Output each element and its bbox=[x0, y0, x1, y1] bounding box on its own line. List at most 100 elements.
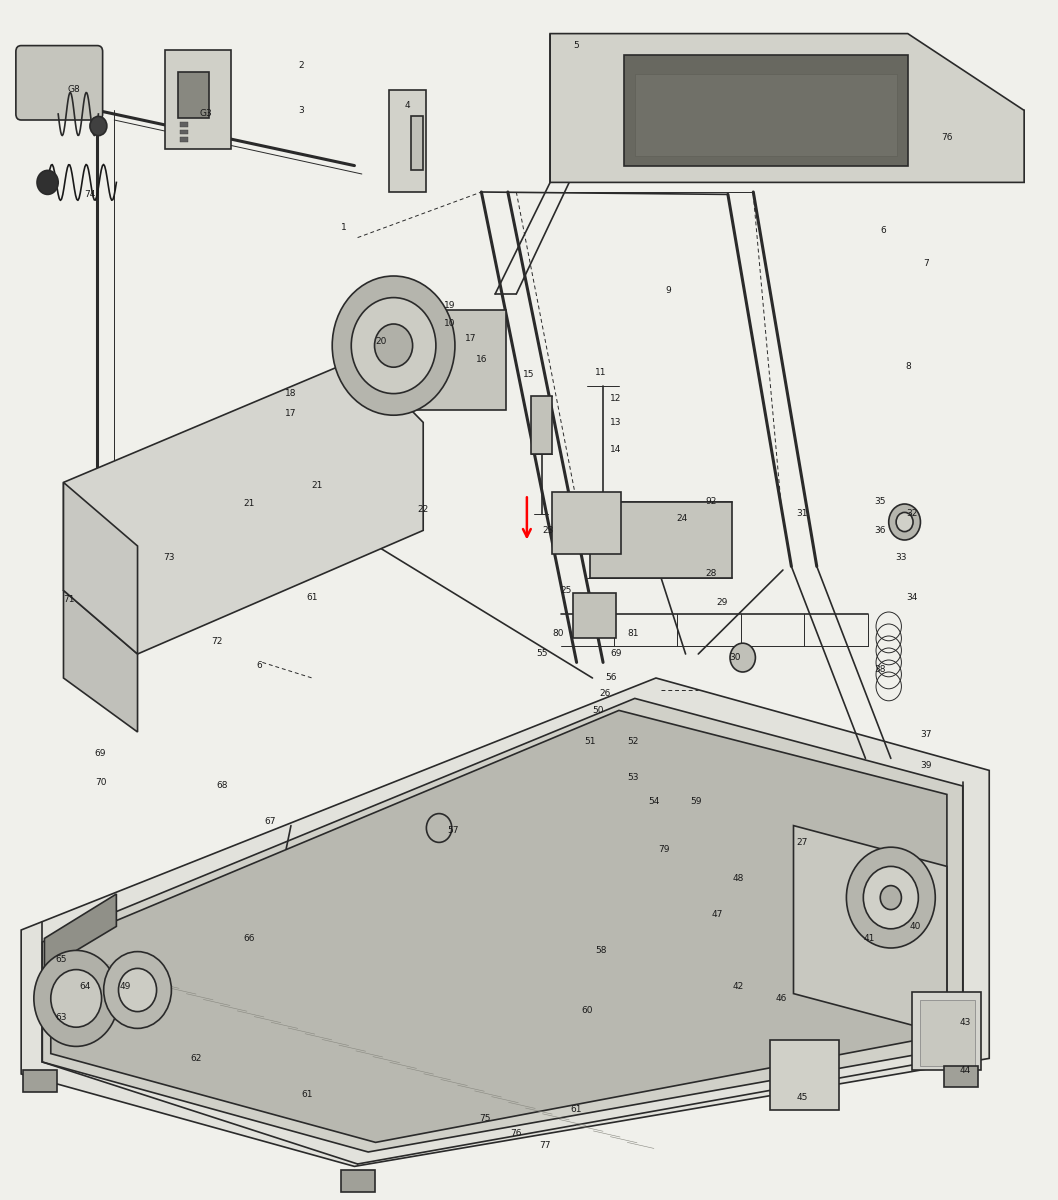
Text: 18: 18 bbox=[286, 389, 296, 398]
Text: 11: 11 bbox=[596, 367, 606, 377]
Text: 39: 39 bbox=[920, 761, 931, 770]
Circle shape bbox=[104, 952, 171, 1028]
Text: G8: G8 bbox=[68, 85, 80, 95]
Text: 45: 45 bbox=[797, 1093, 807, 1103]
Text: 74: 74 bbox=[85, 190, 95, 199]
Text: 14: 14 bbox=[610, 445, 621, 455]
Polygon shape bbox=[42, 698, 963, 1152]
Polygon shape bbox=[21, 678, 989, 1166]
FancyBboxPatch shape bbox=[165, 50, 231, 149]
Text: 77: 77 bbox=[540, 1141, 550, 1151]
Text: 48: 48 bbox=[733, 874, 744, 883]
Text: 57: 57 bbox=[448, 826, 458, 835]
Text: 46: 46 bbox=[776, 994, 786, 1003]
Polygon shape bbox=[63, 358, 423, 654]
Bar bbox=[341, 1170, 375, 1192]
Circle shape bbox=[332, 276, 455, 415]
Circle shape bbox=[37, 170, 58, 194]
Text: 54: 54 bbox=[649, 797, 659, 806]
Bar bbox=[180, 122, 188, 127]
Text: 44: 44 bbox=[960, 1066, 970, 1075]
Text: 26: 26 bbox=[600, 689, 610, 698]
Text: 5: 5 bbox=[573, 41, 580, 50]
Circle shape bbox=[375, 324, 413, 367]
Text: 75: 75 bbox=[479, 1114, 490, 1123]
Text: 41: 41 bbox=[864, 934, 875, 943]
Text: 50: 50 bbox=[592, 706, 603, 715]
Bar bbox=[635, 74, 897, 156]
Text: 37: 37 bbox=[920, 730, 931, 739]
Bar bbox=[920, 1000, 975, 1066]
Text: 62: 62 bbox=[190, 1054, 201, 1063]
Text: 65: 65 bbox=[56, 955, 67, 965]
Text: 13: 13 bbox=[610, 418, 621, 427]
Text: 69: 69 bbox=[95, 749, 106, 758]
Text: 29: 29 bbox=[716, 598, 727, 607]
Text: 27: 27 bbox=[797, 838, 807, 847]
Circle shape bbox=[730, 643, 755, 672]
Text: 6: 6 bbox=[880, 226, 887, 235]
Text: 60: 60 bbox=[582, 1006, 592, 1015]
Text: 32: 32 bbox=[907, 509, 917, 518]
Text: 15: 15 bbox=[524, 370, 534, 379]
Polygon shape bbox=[376, 310, 506, 410]
Polygon shape bbox=[63, 590, 138, 732]
Text: 25: 25 bbox=[561, 586, 571, 595]
Circle shape bbox=[846, 847, 935, 948]
Text: 71: 71 bbox=[63, 595, 74, 605]
Text: 3: 3 bbox=[298, 106, 305, 115]
Text: 33: 33 bbox=[896, 553, 907, 563]
Bar bbox=[624, 55, 908, 166]
Text: 30: 30 bbox=[730, 653, 741, 662]
Text: 76: 76 bbox=[942, 133, 952, 143]
Text: 9: 9 bbox=[665, 286, 672, 295]
Text: 34: 34 bbox=[907, 593, 917, 602]
Text: 66: 66 bbox=[243, 934, 254, 943]
Polygon shape bbox=[44, 894, 116, 970]
Bar bbox=[178, 72, 209, 118]
Text: 61: 61 bbox=[302, 1090, 312, 1099]
Text: 56: 56 bbox=[606, 673, 617, 683]
Text: 69: 69 bbox=[610, 649, 621, 659]
Text: 47: 47 bbox=[712, 910, 723, 919]
Circle shape bbox=[863, 866, 918, 929]
Bar bbox=[180, 130, 188, 134]
Text: 4: 4 bbox=[404, 101, 411, 110]
Text: 70: 70 bbox=[95, 778, 106, 787]
Polygon shape bbox=[590, 502, 732, 578]
Text: 6: 6 bbox=[256, 661, 262, 671]
Text: 61: 61 bbox=[307, 593, 317, 602]
Circle shape bbox=[90, 116, 107, 136]
Bar bbox=[770, 1040, 839, 1110]
Circle shape bbox=[118, 968, 157, 1012]
Text: 76: 76 bbox=[511, 1129, 522, 1139]
Text: 21: 21 bbox=[243, 499, 254, 509]
Circle shape bbox=[880, 886, 901, 910]
Bar bbox=[912, 992, 981, 1070]
Circle shape bbox=[351, 298, 436, 394]
Text: 43: 43 bbox=[960, 1018, 970, 1027]
Text: G3: G3 bbox=[200, 109, 213, 119]
Bar bbox=[411, 116, 423, 170]
Text: 28: 28 bbox=[706, 569, 716, 578]
Text: 38: 38 bbox=[875, 665, 886, 674]
Circle shape bbox=[426, 814, 452, 842]
Bar bbox=[180, 137, 188, 142]
Text: 73: 73 bbox=[164, 553, 175, 563]
Bar bbox=[944, 1066, 978, 1087]
Text: 17: 17 bbox=[466, 334, 476, 343]
Text: 51: 51 bbox=[585, 737, 596, 746]
Bar bbox=[573, 593, 616, 638]
Text: 53: 53 bbox=[627, 773, 638, 782]
Text: 80: 80 bbox=[553, 629, 564, 638]
Text: 23: 23 bbox=[543, 526, 553, 535]
Circle shape bbox=[51, 970, 102, 1027]
Polygon shape bbox=[63, 482, 138, 654]
Text: 35: 35 bbox=[875, 497, 886, 506]
Text: 16: 16 bbox=[476, 355, 487, 365]
Text: 24: 24 bbox=[677, 514, 688, 523]
Circle shape bbox=[889, 504, 920, 540]
Text: 20: 20 bbox=[376, 337, 386, 347]
Text: 81: 81 bbox=[627, 629, 638, 638]
Text: 7: 7 bbox=[923, 259, 929, 269]
